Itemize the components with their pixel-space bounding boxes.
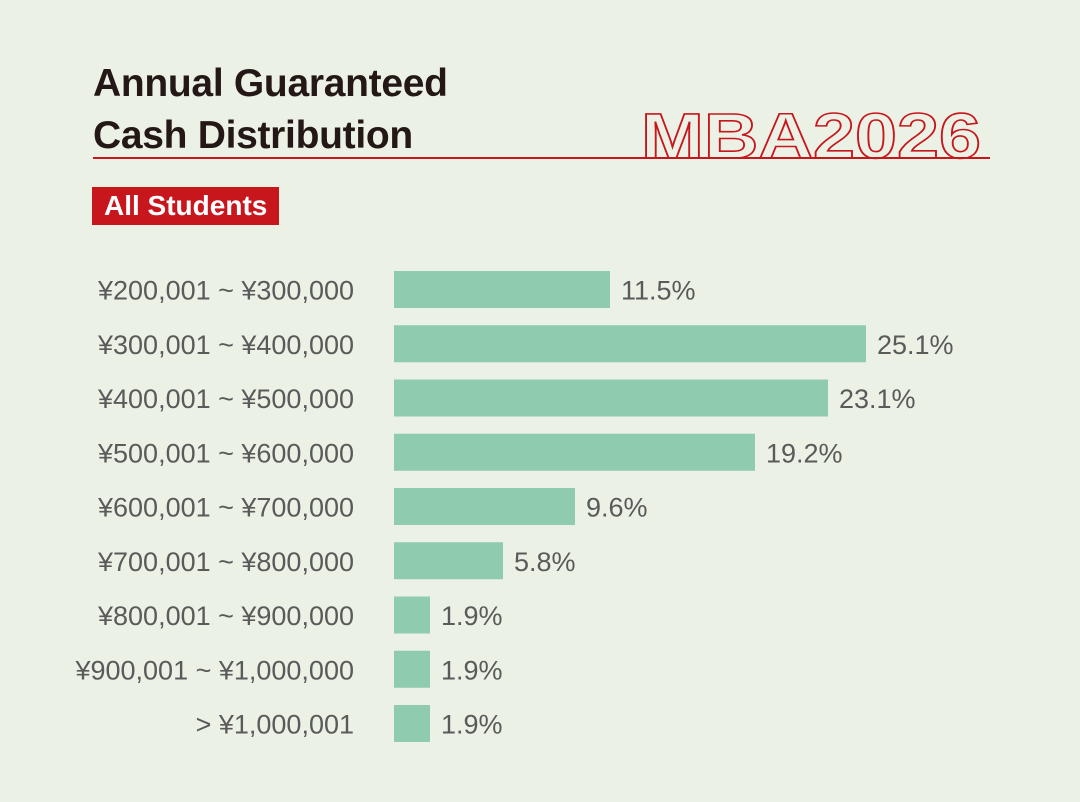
value-label: 9.6% xyxy=(586,493,648,523)
category-label: ¥300,001 ~ ¥400,000 xyxy=(97,330,354,360)
value-label: 1.9% xyxy=(441,601,503,631)
bar xyxy=(394,488,575,525)
bar xyxy=(394,379,828,417)
chart-title: Annual Guaranteed Cash Distribution xyxy=(93,58,448,162)
category-label: ¥800,001 ~ ¥900,000 xyxy=(97,601,354,631)
bar xyxy=(394,596,430,634)
watermark-text: MBA2026 xyxy=(641,100,981,172)
category-label: ¥600,001 ~ ¥700,000 xyxy=(97,493,354,523)
category-label: ¥900,001 ~ ¥1,000,000 xyxy=(74,655,354,685)
value-label: 19.2% xyxy=(766,438,843,468)
value-label: 25.1% xyxy=(877,330,954,360)
chart-title-line-2: Cash Distribution xyxy=(93,114,413,157)
value-label: 5.8% xyxy=(514,547,576,577)
category-label: > ¥1,000,001 xyxy=(196,710,354,740)
bar xyxy=(394,271,610,308)
bar xyxy=(394,433,755,471)
category-label: ¥700,001 ~ ¥800,000 xyxy=(97,547,354,577)
value-label: 11.5% xyxy=(621,276,696,306)
bar xyxy=(394,542,503,580)
value-label: 23.1% xyxy=(839,384,916,414)
title-underline xyxy=(93,157,990,159)
value-label: 1.9% xyxy=(441,710,503,740)
bar xyxy=(394,705,430,742)
chart-title-line-1: Annual Guaranteed xyxy=(93,62,448,105)
bar xyxy=(394,650,430,688)
category-label: ¥400,001 ~ ¥500,000 xyxy=(97,384,354,414)
category-label: ¥500,001 ~ ¥600,000 xyxy=(97,438,354,468)
category-label: ¥200,001 ~ ¥300,000 xyxy=(97,276,354,306)
value-label: 1.9% xyxy=(441,655,503,685)
bar xyxy=(394,325,866,363)
watermark-logo: MBA2026 xyxy=(640,99,982,173)
segment-badge: All Students xyxy=(92,187,280,225)
